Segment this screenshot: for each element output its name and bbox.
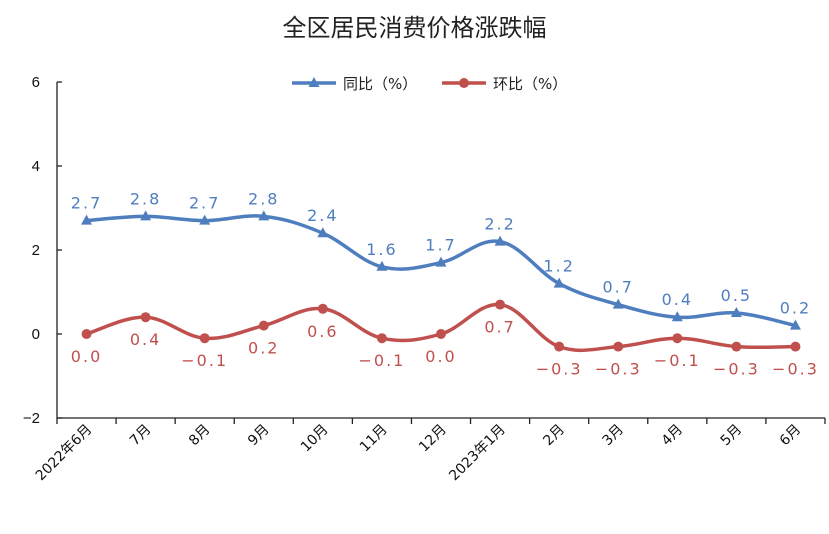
yoy-data-label: 1.6	[366, 240, 397, 259]
yoy-data-label: 2.7	[71, 194, 102, 213]
chart-title: 全区居民消费价格涨跌幅	[282, 14, 547, 42]
mom-point	[672, 333, 683, 344]
mom-point	[436, 329, 446, 339]
mom-data-label: 0.7	[484, 318, 515, 337]
mom-data-label: 0.0	[425, 347, 456, 366]
yoy-data-label: 2.8	[248, 189, 279, 208]
mom-point	[140, 312, 151, 323]
yoy-data-label: 0.4	[662, 290, 693, 309]
mom-point	[258, 320, 269, 331]
mom-point	[81, 329, 92, 339]
y-tick-label: 2	[32, 242, 40, 259]
x-tick-label: 2022年6月	[33, 422, 96, 485]
x-tick-label: 8月	[186, 422, 214, 450]
x-tick-label: 10月	[298, 422, 332, 456]
yoy-point	[730, 307, 742, 317]
mom-series-line	[84, 302, 798, 353]
x-tick-label: 3月	[600, 422, 628, 450]
yoy-data-label: 1.7	[425, 236, 456, 255]
mom-data-label: 0.2	[248, 339, 279, 358]
yoy-data-label: 1.2	[543, 257, 574, 276]
mom-point	[376, 333, 387, 344]
mom-data-label: −0.1	[181, 351, 228, 370]
yoy-point	[376, 260, 388, 271]
yoy-point	[494, 235, 506, 246]
mom-data-label: −0.3	[772, 360, 819, 379]
mom-data-label: 0.6	[307, 322, 338, 341]
yoy-point	[317, 227, 329, 238]
mom-point	[613, 341, 624, 352]
mom-data-label: 0.0	[71, 347, 102, 366]
yoy-data-label: 2.8	[130, 189, 161, 208]
yoy-data-label: 2.2	[484, 215, 515, 234]
legend-label: 环比（%）	[493, 75, 567, 93]
mom-data-label: 0.4	[130, 330, 161, 349]
yoy-point	[258, 210, 270, 221]
mom-data-label: −0.3	[713, 360, 760, 379]
legend-marker	[308, 77, 320, 87]
x-tick-label: 5月	[718, 422, 746, 450]
mom-point	[731, 341, 742, 352]
mom-point	[790, 341, 801, 352]
mom-data-label: −0.3	[536, 360, 583, 379]
x-tick-label: 2023年1月	[446, 422, 509, 485]
yoy-point	[81, 214, 93, 225]
mom-data-label: −0.1	[654, 351, 701, 370]
yoy-point	[199, 214, 211, 225]
y-tick-label: 6	[32, 74, 40, 91]
mom-point	[317, 303, 328, 314]
y-tick-label: 4	[32, 158, 40, 175]
mom-point	[554, 341, 565, 352]
mom-data-label: −0.3	[595, 360, 642, 379]
yoy-data-label: 2.7	[189, 194, 220, 213]
yoy-data-label: 2.4	[307, 206, 338, 225]
x-tick-label: 9月	[245, 422, 273, 450]
yoy-point	[789, 319, 801, 330]
legend-marker	[459, 78, 469, 88]
yoy-point	[612, 298, 624, 309]
yoy-data-label: 0.2	[780, 299, 811, 318]
yoy-data-label: 0.5	[721, 286, 752, 305]
mom-data-label: −0.1	[358, 351, 405, 370]
yoy-data-label: 0.7	[603, 278, 634, 297]
yoy-point	[435, 256, 447, 267]
yoy-point	[671, 311, 683, 322]
mom-point	[495, 299, 506, 310]
y-tick-label: 0	[32, 326, 40, 343]
x-tick-label: 7月	[127, 422, 155, 450]
x-tick-label: 4月	[659, 422, 687, 450]
yoy-point	[140, 210, 152, 221]
x-tick-label: 12月	[416, 422, 450, 456]
yoy-point	[553, 277, 565, 288]
x-tick-label: 11月	[357, 422, 391, 456]
mom-point	[199, 333, 210, 344]
legend-label: 同比（%）	[343, 75, 417, 93]
x-tick-label: 2月	[540, 422, 568, 450]
x-tick-label: 6月	[777, 422, 805, 450]
y-tick-label: −2	[23, 410, 40, 427]
